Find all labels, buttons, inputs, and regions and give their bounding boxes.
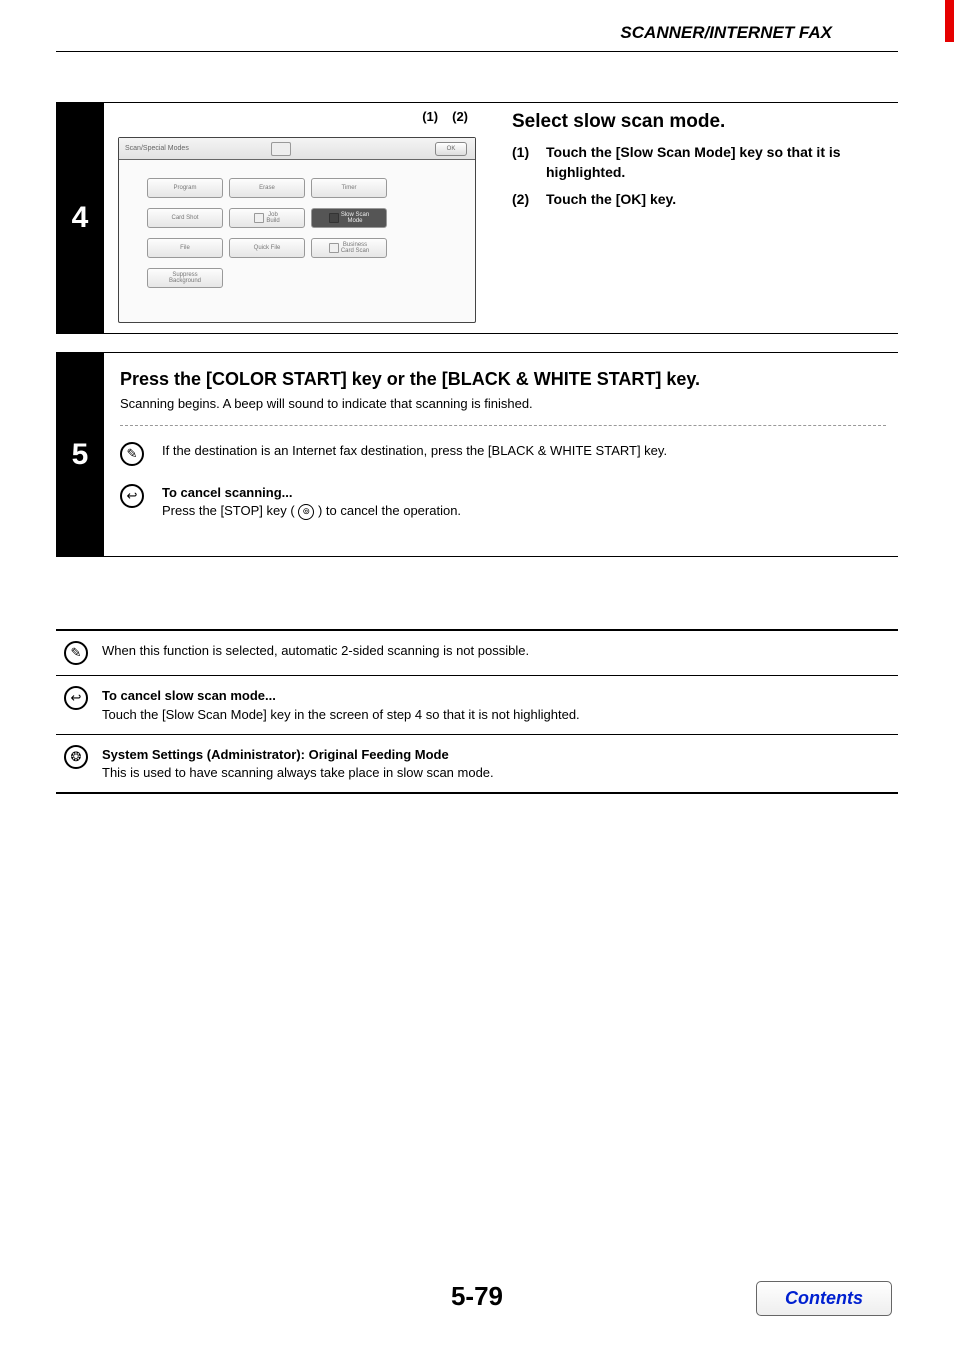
note-1-body: If the destination is an Internet fax de… <box>162 442 886 460</box>
info-3-text: This is used to have scanning always tak… <box>102 764 890 782</box>
step-5-sub: Scanning begins. A beep will sound to in… <box>120 396 886 411</box>
info-2-text: Touch the [Slow Scan Mode] key in the sc… <box>102 706 890 724</box>
slowscan-label: Slow Scan Mode <box>341 212 369 224</box>
program-button[interactable]: Program <box>147 178 223 198</box>
info-1-body: When this function is selected, automati… <box>102 641 890 660</box>
contents-button[interactable]: Contents <box>756 1281 892 1316</box>
step-4-title: Select slow scan mode. <box>512 111 892 133</box>
ok-button[interactable]: OK <box>435 142 467 156</box>
cancel-text-b: ) to cancel the operation. <box>318 503 461 518</box>
cancel-title: To cancel scanning... <box>162 484 886 502</box>
screen-title: Scan/Special Modes <box>123 145 271 152</box>
screen-panel: (1) (2) Scan/Special Modes OK Program Er… <box>104 103 482 333</box>
cardshot-button[interactable]: Card Shot <box>147 208 223 228</box>
info-2-title: To cancel slow scan mode... <box>102 687 890 705</box>
page-header: SCANNER/INTERNET FAX <box>56 0 898 52</box>
file-button[interactable]: File <box>147 238 223 258</box>
callout-1: (1) <box>422 109 438 124</box>
mode-buttons-grid: Program Erase Timer Card Shot Job Build … <box>119 160 475 306</box>
device-screen: Scan/Special Modes OK Program Erase Time… <box>118 137 476 323</box>
undo-icon: ↩ <box>120 484 144 508</box>
undo-icon: ↩ <box>64 686 88 710</box>
accent-red-bar <box>945 0 954 42</box>
step-4-body: (1) (2) Scan/Special Modes OK Program Er… <box>104 102 898 334</box>
info-2-body: To cancel slow scan mode... Touch the [S… <box>102 686 890 723</box>
step-4-number-text: 4 <box>72 201 89 235</box>
info-table: ✎ When this function is selected, automa… <box>56 629 898 794</box>
step-4-item-1: (1) Touch the [Slow Scan Mode] key so th… <box>512 143 892 182</box>
business-label: Business Card Scan <box>341 242 369 254</box>
gear-icon: ❂ <box>64 745 88 769</box>
step-5-title: Press the [COLOR START] key or the [BLAC… <box>120 369 886 390</box>
info-row-2: ↩ To cancel slow scan mode... Touch the … <box>56 676 898 734</box>
cancel-body: To cancel scanning... Press the [STOP] k… <box>162 484 886 520</box>
step-4-instructions: Select slow scan mode. (1) Touch the [Sl… <box>482 103 898 333</box>
pencil-icon: ✎ <box>64 641 88 665</box>
step-5-number: 5 <box>56 353 104 556</box>
info-3-title: System Settings (Administrator): Origina… <box>102 746 890 764</box>
info-3-body: System Settings (Administrator): Origina… <box>102 745 890 782</box>
step-4-row: 4 (1) (2) Scan/Special Modes OK Program … <box>56 102 898 334</box>
jobbuild-label: Job Build <box>266 212 279 224</box>
screen-title-row: Scan/Special Modes OK <box>119 138 475 160</box>
quickfile-button[interactable]: Quick File <box>229 238 305 258</box>
timer-button[interactable]: Timer <box>311 178 387 198</box>
slowscan-button[interactable]: Slow Scan Mode <box>311 208 387 228</box>
erase-button[interactable]: Erase <box>229 178 305 198</box>
item-1-num: (1) <box>512 143 536 182</box>
step-5-row: 5 Press the [COLOR START] key or the [BL… <box>56 352 898 557</box>
step-5-note-1: ✎ If the destination is an Internet fax … <box>120 442 886 466</box>
item-2-text: Touch the [OK] key. <box>546 190 676 210</box>
pencil-icon: ✎ <box>120 442 144 466</box>
stop-icon: ⊚ <box>298 504 314 520</box>
step-5-cancel: ↩ To cancel scanning... Press the [STOP]… <box>120 484 886 520</box>
slowscan-icon <box>329 213 339 223</box>
callout-2: (2) <box>452 109 468 124</box>
business-icon <box>329 243 339 253</box>
info-row-1: ✎ When this function is selected, automa… <box>56 631 898 676</box>
suppress-label: Suppress Background <box>169 272 201 284</box>
step-4-item-2: (2) Touch the [OK] key. <box>512 190 892 210</box>
book-icon[interactable] <box>271 142 291 156</box>
header-title: SCANNER/INTERNET FAX <box>620 23 832 42</box>
jobbuild-button[interactable]: Job Build <box>229 208 305 228</box>
main-content: 4 (1) (2) Scan/Special Modes OK Program … <box>0 52 954 794</box>
callout-labels: (1) (2) <box>422 109 468 124</box>
cancel-text: Press the [STOP] key ( ⊚ ) to cancel the… <box>162 502 886 520</box>
step-4-number: 4 <box>56 102 104 334</box>
jobbuild-icon <box>254 213 264 223</box>
info-row-3: ❂ System Settings (Administrator): Origi… <box>56 735 898 792</box>
item-2-num: (2) <box>512 190 536 210</box>
step-5-number-text: 5 <box>72 438 89 472</box>
dashed-divider <box>120 425 886 426</box>
step-5-body: Press the [COLOR START] key or the [BLAC… <box>104 353 898 556</box>
cancel-text-a: Press the [STOP] key ( <box>162 503 295 518</box>
suppress-button[interactable]: Suppress Background <box>147 268 223 288</box>
item-1-text: Touch the [Slow Scan Mode] key so that i… <box>546 143 892 182</box>
business-button[interactable]: Business Card Scan <box>311 238 387 258</box>
